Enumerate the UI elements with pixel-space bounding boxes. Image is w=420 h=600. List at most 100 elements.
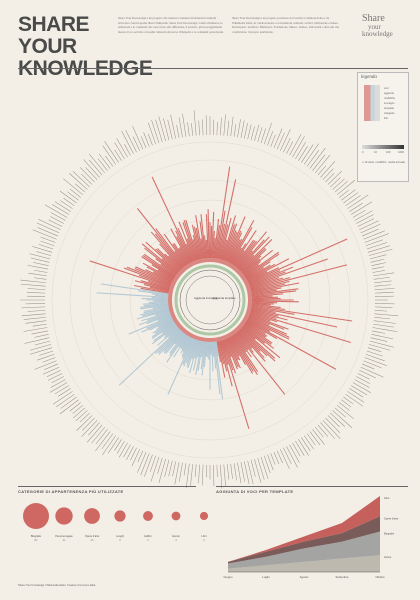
radial-gridline [109,199,311,401]
logo-line3: knowledge [362,30,393,38]
radial-bar [232,335,258,376]
radial-label [374,316,390,320]
radial-label [174,462,180,485]
radial-label [343,396,354,405]
radial-bar [151,293,169,297]
category-value: 3 [203,538,205,542]
radial-bar [218,340,225,365]
category-value: 84 [35,538,38,542]
footer-credits: Share Your Knowledge / Wikimedia Italia … [18,584,96,587]
radial-label [148,122,156,145]
radial-bar [141,256,175,278]
radial-bar [242,258,260,274]
radial-label [292,442,301,457]
radial-label [347,194,369,209]
radial-label [364,233,389,243]
radial-label [163,118,170,141]
radial-bar [157,314,172,322]
radial-label [185,463,190,488]
radial-label [147,133,153,146]
radial-label [202,119,204,136]
radial-bar [118,328,180,386]
radial-bar [221,215,237,260]
radial-label [374,310,388,312]
radial-bar [138,290,169,296]
radial-bar [156,319,174,330]
radial-label [91,426,106,444]
radial-bar [166,334,187,363]
radial-bar [223,223,238,261]
radial-bar [212,237,216,259]
radial-label [198,464,200,484]
radial-label [178,117,183,138]
radial-label [223,114,226,136]
legend-scale-label: 1000 [398,151,404,154]
radial-label [32,246,53,253]
radial-bar [161,258,179,273]
radial-label [40,240,55,246]
radial-label [37,354,55,361]
radial-label [191,123,194,136]
radial-label [36,251,52,256]
radial-bar [144,247,178,275]
radial-label [374,313,399,317]
radial-bar [160,263,177,276]
radial-bar [251,289,277,295]
radial-bar [216,341,222,363]
radial-bar [251,300,299,303]
radial-label [118,442,128,458]
radial-label [216,464,218,478]
radial-bar [250,277,291,290]
radial-label [367,347,382,352]
radial-label [267,131,274,146]
section-divider-right [216,486,408,487]
radial-bar [192,239,200,260]
radial-bar [245,261,271,278]
radial-bar [246,319,337,370]
radial-label [374,292,394,294]
radial-bar [181,337,192,357]
radial-bar [217,223,226,259]
radial-label [86,424,103,443]
radial-label [27,288,46,290]
radial-label [237,119,241,138]
area-series [228,555,380,572]
radial-label [230,116,234,137]
radial-bar [227,337,239,361]
radial-bar [148,301,169,304]
radial-label [97,158,108,171]
radial-bar [148,280,170,289]
radial-bar [238,330,265,359]
radial-label [28,272,47,277]
radial-label [352,382,371,394]
radial-bar [200,238,205,259]
radial-label [130,447,137,461]
radial-label [345,393,364,407]
legend-box: legenda voci aggiunte modifiche immagini tem… [357,72,409,182]
radial-bar [149,286,170,292]
radial-bar [165,332,184,354]
radial-bar [251,296,278,299]
radial-label [32,262,49,266]
radial-bar [173,243,188,265]
radial-bar [251,301,278,304]
radial-label [352,209,366,218]
radial-label [114,142,125,160]
radial-bar [142,302,169,305]
radial-bar [143,306,169,312]
radial-label [50,212,66,221]
radial-label [123,444,131,458]
radial-bar [219,340,228,372]
radial-bar [251,293,284,298]
radial-label [362,228,379,237]
radial-label [360,366,384,378]
radial-label [283,138,291,153]
radial-label [339,402,350,411]
radial-label [49,382,68,393]
radial-bar [141,309,170,317]
radial-bar [248,315,270,326]
radial-label [295,440,305,456]
radial-label [250,126,255,141]
radial-bar [180,336,191,354]
radial-bar [224,231,238,262]
